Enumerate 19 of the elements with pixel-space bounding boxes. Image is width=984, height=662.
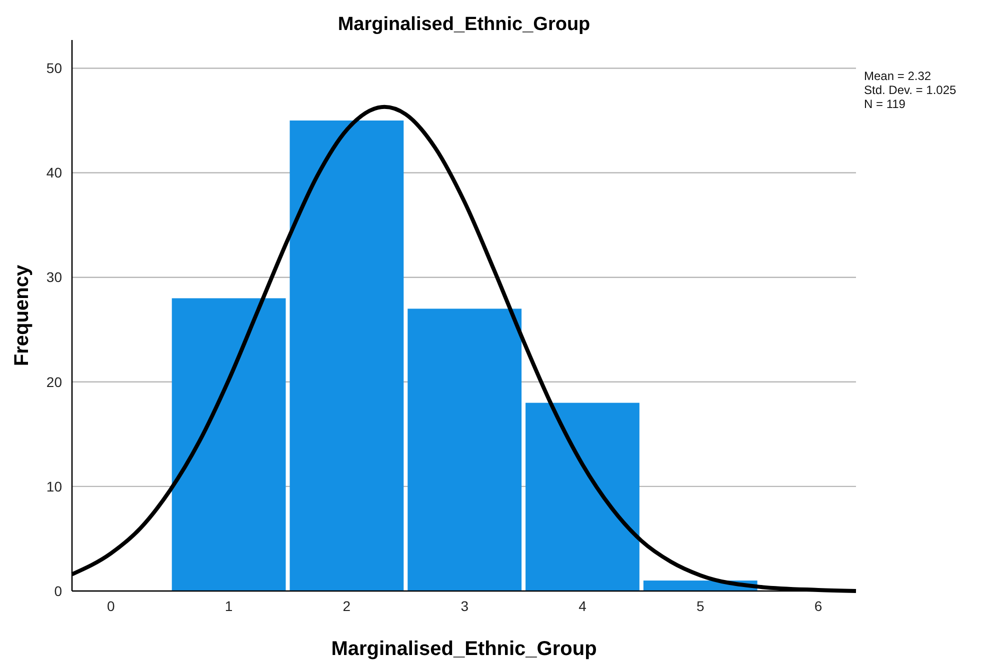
y-tick-label: 30 — [46, 269, 62, 286]
chart-title: Marginalised_Ethnic_Group — [338, 14, 590, 35]
x-axis-title: Marginalised_Ethnic_Group — [331, 638, 597, 660]
y-tick-label: 50 — [46, 60, 62, 76]
x-tick-label: 5 — [696, 598, 704, 614]
text: Std. Dev. = 1.025 — [864, 83, 956, 97]
x-tick-label: 1 — [224, 598, 233, 614]
x-tick-label: 6 — [814, 598, 822, 614]
y-tick-label: 40 — [46, 164, 62, 181]
y-axis-title: Frequency — [11, 264, 33, 366]
text: Mean = 2.32 — [864, 69, 932, 83]
x-tick-label: 4 — [578, 598, 587, 614]
y-tick-label: 10 — [46, 478, 62, 494]
x-tick-label: 3 — [460, 598, 469, 614]
y-tick-label: 0 — [54, 582, 62, 599]
x-tick-label: 0 — [107, 598, 116, 614]
x-tick-label: 2 — [342, 598, 351, 614]
text: N = 119 — [864, 97, 906, 111]
y-tick-label: 20 — [46, 374, 62, 390]
